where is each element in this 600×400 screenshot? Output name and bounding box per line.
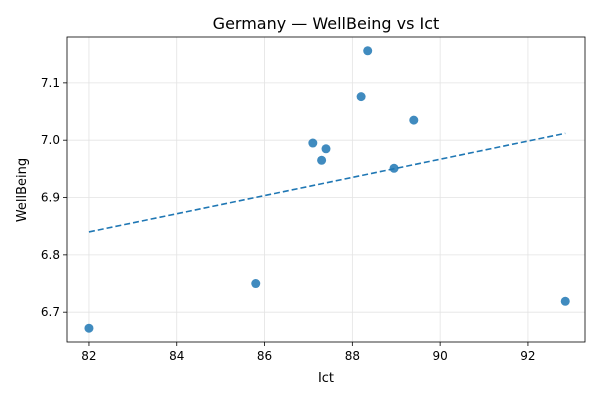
y-tick-label: 7.1 [41, 76, 60, 90]
plot-frame [66, 36, 586, 343]
y-axis-ticks: 6.7 6.8 6.9 7.0 7.1 [41, 76, 67, 319]
data-point [308, 138, 318, 148]
x-axis-label: Ict [318, 371, 334, 386]
x-tick: 88 [345, 342, 360, 363]
x-tick: 82 [81, 342, 97, 363]
data-point [321, 144, 331, 154]
x-tick-label: 92 [520, 349, 535, 363]
x-axis-ticks: 82 84 86 88 90 92 [81, 342, 536, 363]
data-point [84, 323, 94, 333]
x-tick-label: 88 [345, 349, 360, 363]
x-tick-label: 90 [432, 349, 447, 363]
y-tick-label: 7.0 [41, 133, 60, 147]
y-tick-label: 6.9 [41, 191, 60, 205]
data-point [409, 115, 419, 125]
x-tick: 84 [169, 342, 184, 363]
y-tick: 7.0 [41, 133, 67, 147]
trendline [88, 132, 566, 233]
grid [67, 37, 585, 342]
y-axis-label: WellBeing [15, 158, 30, 222]
x-tick: 92 [520, 342, 536, 363]
y-tick: 7.1 [41, 76, 67, 90]
y-tick: 6.8 [41, 248, 67, 262]
data-point [560, 296, 570, 306]
x-tick: 86 [257, 342, 272, 363]
trendline-layer [88, 132, 566, 233]
chart-title: Germany — WellBeing vs Ict [213, 14, 440, 33]
x-tick-label: 86 [257, 349, 272, 363]
data-point [317, 155, 327, 165]
y-tick-label: 6.8 [41, 248, 60, 262]
data-point [251, 279, 261, 289]
data-point [389, 163, 399, 173]
x-tick: 90 [432, 342, 448, 363]
data-point [356, 92, 366, 102]
y-tick-label: 6.7 [41, 305, 60, 319]
y-tick: 6.9 [41, 191, 67, 205]
x-tick-label: 84 [169, 349, 184, 363]
y-tick: 6.7 [41, 305, 67, 319]
points-layer [84, 46, 570, 333]
data-point [363, 46, 373, 56]
x-tick-label: 82 [81, 349, 96, 363]
